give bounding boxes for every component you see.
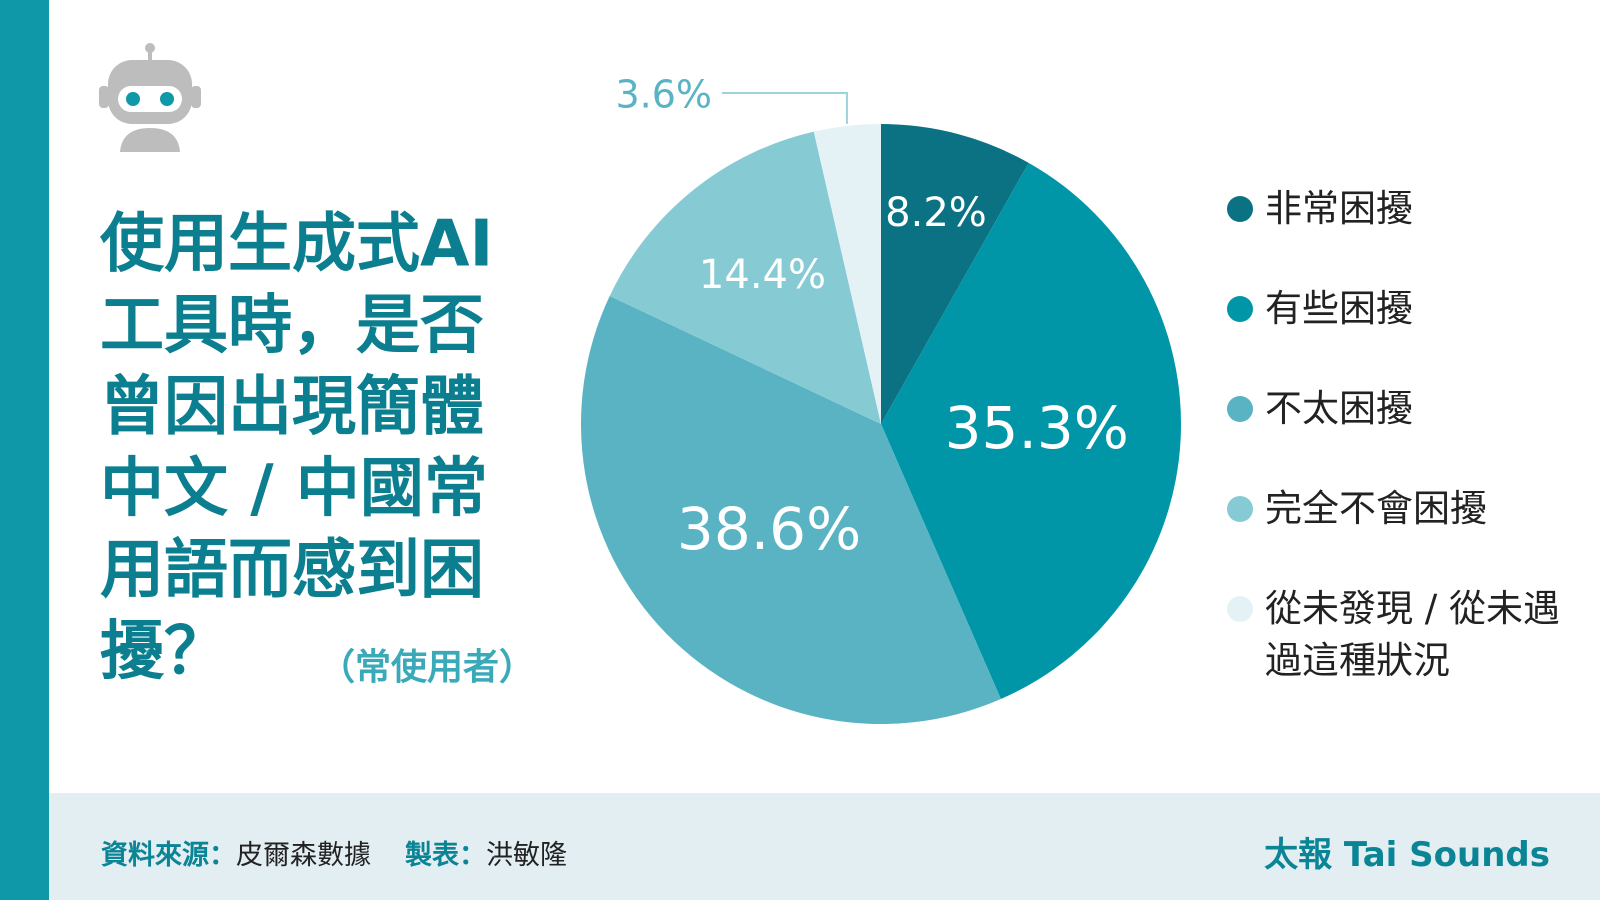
legend-label: 不太困擾 bbox=[1265, 387, 1413, 430]
pie-slice bbox=[881, 162, 1182, 700]
source-line: 資料來源：皮爾森數據 製表：洪敏隆 bbox=[101, 833, 567, 872]
footer: 資料來源：皮爾森數據 製表：洪敏隆 太報 Tai Sounds bbox=[49, 793, 1600, 900]
pie-slice bbox=[813, 124, 881, 424]
legend-swatch bbox=[1227, 296, 1253, 322]
maker: 洪敏隆 bbox=[486, 840, 567, 871]
legend-swatch bbox=[1227, 196, 1253, 222]
legend-label: 完全不會困擾 bbox=[1265, 487, 1487, 530]
maker-label: 製表： bbox=[405, 840, 486, 871]
legend-swatch bbox=[1227, 596, 1253, 622]
title-line: 擾？ bbox=[100, 615, 228, 689]
brand: 太報 Tai Sounds bbox=[1264, 835, 1550, 875]
pie-slice bbox=[580, 295, 1001, 724]
pie-slice bbox=[609, 131, 881, 424]
source-label: 資料來源： bbox=[101, 840, 236, 871]
leader-line bbox=[722, 92, 848, 124]
title-line: 曾因出現簡體 bbox=[100, 371, 484, 445]
pie-slice bbox=[881, 124, 1029, 424]
legend-swatch bbox=[1227, 396, 1253, 422]
title-line: 使用生成式AI bbox=[100, 208, 493, 282]
legend-label: 非常困擾 bbox=[1265, 187, 1413, 230]
title-line: 用語而感到困 bbox=[100, 534, 484, 608]
legend-label: 從未發現 / 從未遇過這種狀況 bbox=[1265, 587, 1560, 682]
legend-label: 有些困擾 bbox=[1265, 287, 1413, 330]
value-label: 3.6% bbox=[615, 73, 712, 117]
legend-swatch bbox=[1227, 496, 1253, 522]
title-line: 工具時，是否 bbox=[100, 289, 484, 363]
value-label: 8.2% bbox=[885, 190, 987, 236]
side-bar bbox=[0, 0, 49, 900]
subtitle: （常使用者） bbox=[319, 647, 535, 688]
source: 皮爾森數據 bbox=[236, 840, 371, 871]
value-label: 38.6% bbox=[677, 495, 861, 563]
title-line: 中文 / 中國常 bbox=[100, 452, 488, 526]
value-label: 35.3% bbox=[945, 394, 1129, 462]
value-label: 14.4% bbox=[699, 252, 826, 298]
robot-icon bbox=[99, 43, 201, 152]
